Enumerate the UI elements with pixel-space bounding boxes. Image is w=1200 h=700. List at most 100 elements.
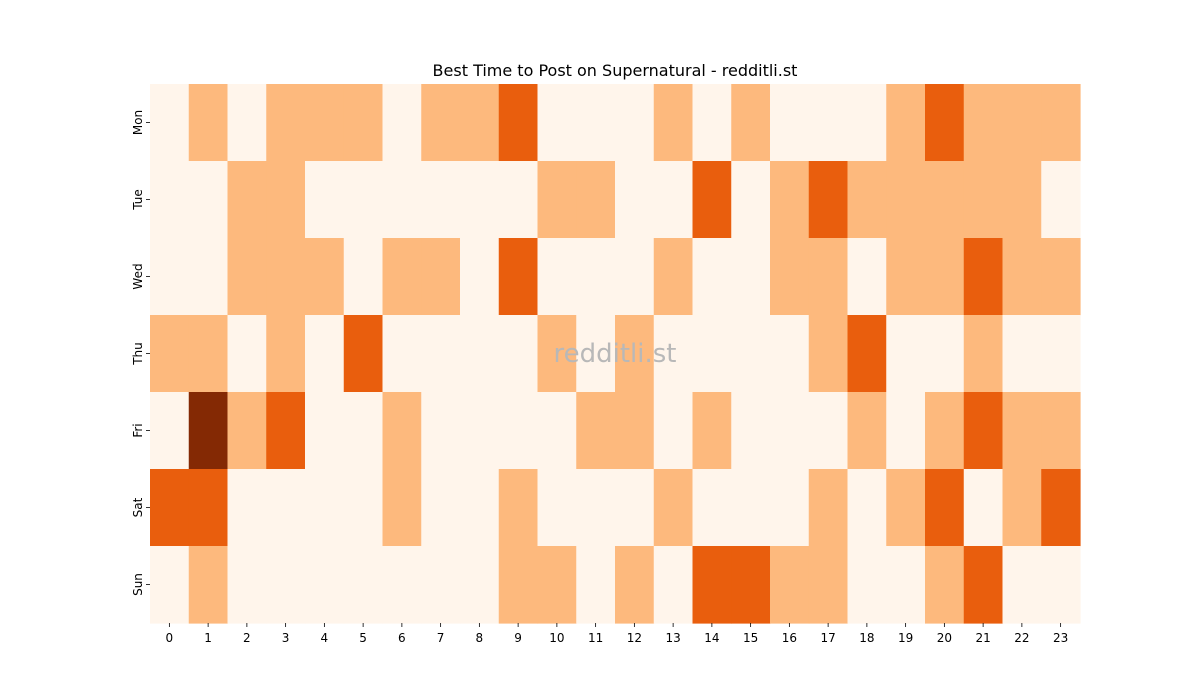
heatmap-cell-mon-3 [266, 84, 306, 162]
heatmap-cell-tue-11 [576, 161, 616, 239]
heatmap-cell-mon-0 [150, 84, 190, 162]
heatmap-cell-sun-14 [692, 546, 732, 624]
heatmap-cell-tue-5 [343, 161, 384, 239]
heatmap-cell-fri-12 [615, 392, 655, 470]
heatmap-cell-tue-22 [1002, 161, 1042, 239]
heatmap-cell-wed-9 [498, 238, 539, 316]
heatmap-cell-thu-4 [305, 315, 345, 393]
heatmap-cell-thu-0 [150, 315, 190, 393]
heatmap-cell-fri-13 [653, 392, 694, 470]
heatmap-cell-wed-11 [576, 238, 616, 316]
x-tick-label: 13 [665, 631, 680, 645]
heatmap-cell-mon-5 [343, 84, 384, 162]
heatmap-cell-thu-3 [266, 315, 306, 393]
heatmap-cell-mon-21 [963, 84, 1004, 162]
heatmap-cell-mon-16 [770, 84, 810, 162]
heatmap-cell-tue-20 [925, 161, 965, 239]
heatmap-cell-tue-16 [770, 161, 810, 239]
x-tick-label: 14 [704, 631, 719, 645]
heatmap-cell-fri-6 [382, 392, 422, 470]
heatmap-cell-fri-1 [188, 392, 229, 470]
heatmap-cell-sat-14 [692, 469, 732, 547]
heatmap-cell-sat-9 [498, 469, 539, 547]
heatmap-cell-tue-4 [305, 161, 345, 239]
heatmap-cell-tue-9 [498, 161, 539, 239]
heatmap-cell-mon-11 [576, 84, 616, 162]
heatmap-cell-fri-20 [925, 392, 965, 470]
watermark: redditli.st [554, 339, 677, 369]
heatmap-cell-sat-16 [770, 469, 810, 547]
x-tick-label: 17 [820, 631, 835, 645]
heatmap-cell-tue-10 [537, 161, 577, 239]
heatmap-cell-wed-4 [305, 238, 345, 316]
heatmap-cell-tue-7 [421, 161, 461, 239]
heatmap-cell-wed-18 [847, 238, 887, 316]
heatmap-cell-fri-21 [963, 392, 1004, 470]
y-tick-label: Mon [131, 110, 145, 135]
heatmap-cell-sun-23 [1041, 546, 1081, 624]
heatmap-cell-tue-3 [266, 161, 306, 239]
heatmap-cell-sat-10 [537, 469, 577, 547]
heatmap-cell-wed-5 [343, 238, 384, 316]
heatmap-cell-thu-21 [963, 315, 1004, 393]
x-tick-label: 1 [204, 631, 212, 645]
heatmap-cell-tue-8 [460, 161, 500, 239]
x-tick-label: 4 [321, 631, 329, 645]
heatmap-cell-tue-14 [692, 161, 732, 239]
x-tick-label: 15 [743, 631, 758, 645]
heatmap-cell-sun-22 [1002, 546, 1042, 624]
y-tick-label: Wed [131, 263, 145, 289]
heatmap-cell-sun-2 [227, 546, 267, 624]
heatmap-cell-thu-15 [731, 315, 771, 393]
heatmap-cell-sun-12 [615, 546, 655, 624]
y-tick-label: Thu [131, 342, 145, 366]
heatmap-cell-tue-18 [847, 161, 887, 239]
y-tick-label: Fri [131, 423, 145, 437]
heatmap-cell-mon-12 [615, 84, 655, 162]
heatmap-cell-sun-10 [537, 546, 577, 624]
heatmap-cell-sat-1 [188, 469, 229, 547]
heatmap-cell-wed-16 [770, 238, 810, 316]
heatmap-cell-tue-1 [188, 161, 229, 239]
heatmap-cell-fri-15 [731, 392, 771, 470]
heatmap-cell-mon-13 [653, 84, 694, 162]
heatmap-cell-fri-8 [460, 392, 500, 470]
heatmap-cell-thu-17 [808, 315, 849, 393]
heatmap-cell-sat-21 [963, 469, 1004, 547]
x-tick-label: 3 [282, 631, 290, 645]
heatmap-cell-sun-20 [925, 546, 965, 624]
y-tick-label: Sat [131, 497, 145, 517]
heatmap-cell-thu-19 [886, 315, 926, 393]
heatmap-cell-mon-18 [847, 84, 887, 162]
y-axis: Mon Tue Wed Thu Fri Sat Sun [131, 110, 150, 596]
heatmap-cell-thu-13 [653, 315, 694, 393]
heatmap-cell-wed-12 [615, 238, 655, 316]
heatmap-cell-wed-15 [731, 238, 771, 316]
heatmap-cell-fri-10 [537, 392, 577, 470]
heatmap-cell-tue-21 [963, 161, 1004, 239]
heatmap-cell-thu-5 [343, 315, 384, 393]
heatmap-cell-sun-3 [266, 546, 306, 624]
heatmap-cell-sat-22 [1002, 469, 1042, 547]
heatmap-cell-tue-19 [886, 161, 926, 239]
heatmap-cell-fri-23 [1041, 392, 1081, 470]
heatmap-cell-fri-0 [150, 392, 190, 470]
x-tick-label: 12 [627, 631, 642, 645]
heatmap-cell-wed-6 [382, 238, 422, 316]
heatmap-cell-fri-11 [576, 392, 616, 470]
heatmap-cell-fri-4 [305, 392, 345, 470]
x-tick-label: 9 [514, 631, 522, 645]
heatmap-cell-thu-11 [576, 315, 616, 393]
heatmap-cell-tue-6 [382, 161, 422, 239]
heatmap-cell-fri-17 [808, 392, 849, 470]
heatmap-cell-mon-15 [731, 84, 771, 162]
heatmap-cell-tue-12 [615, 161, 655, 239]
heatmap-cell-tue-23 [1041, 161, 1081, 239]
heatmap-cell-wed-22 [1002, 238, 1042, 316]
heatmap-cell-thu-18 [847, 315, 887, 393]
heatmap-cell-thu-23 [1041, 315, 1081, 393]
heatmap-cell-mon-4 [305, 84, 345, 162]
heatmap-cell-sun-19 [886, 546, 926, 624]
heatmap-cell-thu-7 [421, 315, 461, 393]
heatmap-cell-sat-2 [227, 469, 267, 547]
